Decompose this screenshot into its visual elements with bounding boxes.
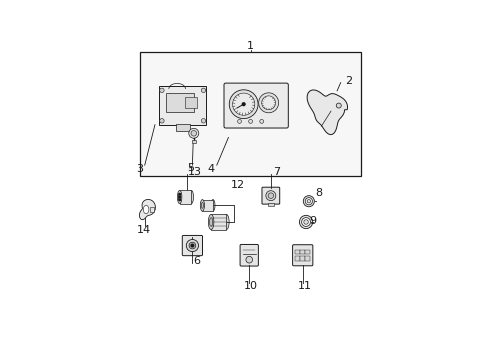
Bar — [211, 214, 226, 230]
Circle shape — [301, 217, 310, 226]
Text: 2: 2 — [345, 76, 352, 86]
Circle shape — [229, 90, 258, 118]
FancyBboxPatch shape — [240, 244, 258, 266]
Circle shape — [179, 199, 180, 201]
Bar — [295, 256, 299, 261]
Polygon shape — [139, 199, 155, 220]
Text: 11: 11 — [297, 281, 311, 291]
Ellipse shape — [178, 193, 181, 201]
Bar — [300, 256, 304, 261]
FancyBboxPatch shape — [292, 245, 312, 266]
Text: 3: 3 — [136, 164, 143, 174]
Circle shape — [160, 118, 164, 123]
Ellipse shape — [209, 218, 212, 226]
Polygon shape — [306, 90, 347, 135]
Text: 10: 10 — [243, 281, 257, 291]
Circle shape — [306, 199, 310, 203]
Circle shape — [248, 120, 252, 123]
Bar — [305, 256, 309, 261]
Bar — [202, 199, 212, 211]
Circle shape — [188, 128, 198, 138]
Circle shape — [303, 220, 307, 224]
Circle shape — [237, 120, 241, 123]
Circle shape — [336, 103, 341, 108]
Text: 13: 13 — [188, 167, 202, 177]
Ellipse shape — [210, 199, 215, 211]
FancyBboxPatch shape — [159, 86, 206, 125]
Text: 9: 9 — [309, 216, 316, 226]
Circle shape — [186, 239, 198, 252]
Bar — [305, 250, 309, 255]
Circle shape — [258, 93, 278, 113]
Ellipse shape — [177, 190, 182, 204]
Circle shape — [261, 96, 275, 110]
Bar — [185, 97, 196, 108]
Bar — [267, 203, 273, 206]
Text: 1: 1 — [246, 41, 254, 51]
Circle shape — [201, 88, 205, 93]
Text: 6: 6 — [193, 256, 200, 266]
Ellipse shape — [189, 190, 193, 204]
FancyBboxPatch shape — [182, 235, 202, 256]
Bar — [191, 140, 195, 143]
Circle shape — [245, 256, 252, 263]
Circle shape — [179, 193, 180, 195]
Bar — [166, 93, 193, 112]
Circle shape — [232, 93, 254, 115]
Circle shape — [201, 118, 205, 123]
Bar — [140, 51, 361, 176]
Text: 7: 7 — [273, 167, 280, 177]
Bar — [295, 250, 299, 255]
Circle shape — [191, 244, 193, 247]
Ellipse shape — [200, 199, 204, 211]
Circle shape — [189, 242, 195, 249]
Circle shape — [179, 196, 180, 198]
Circle shape — [265, 191, 275, 201]
FancyBboxPatch shape — [224, 83, 288, 128]
Bar — [179, 190, 191, 204]
Circle shape — [160, 88, 164, 93]
Circle shape — [299, 215, 312, 229]
FancyBboxPatch shape — [262, 187, 279, 204]
Ellipse shape — [201, 202, 203, 208]
Circle shape — [305, 198, 312, 205]
Circle shape — [267, 193, 273, 198]
Circle shape — [191, 131, 196, 136]
Polygon shape — [150, 207, 154, 212]
Bar — [300, 250, 304, 255]
Ellipse shape — [208, 214, 213, 230]
Polygon shape — [143, 205, 148, 214]
Circle shape — [259, 120, 263, 123]
Text: 4: 4 — [207, 164, 214, 174]
Text: 8: 8 — [314, 188, 322, 198]
Circle shape — [303, 196, 314, 207]
Bar — [175, 123, 189, 131]
Circle shape — [242, 103, 244, 105]
Text: 14: 14 — [137, 225, 151, 235]
Text: 12: 12 — [231, 180, 244, 190]
Ellipse shape — [223, 214, 229, 230]
Text: 5: 5 — [186, 163, 194, 174]
